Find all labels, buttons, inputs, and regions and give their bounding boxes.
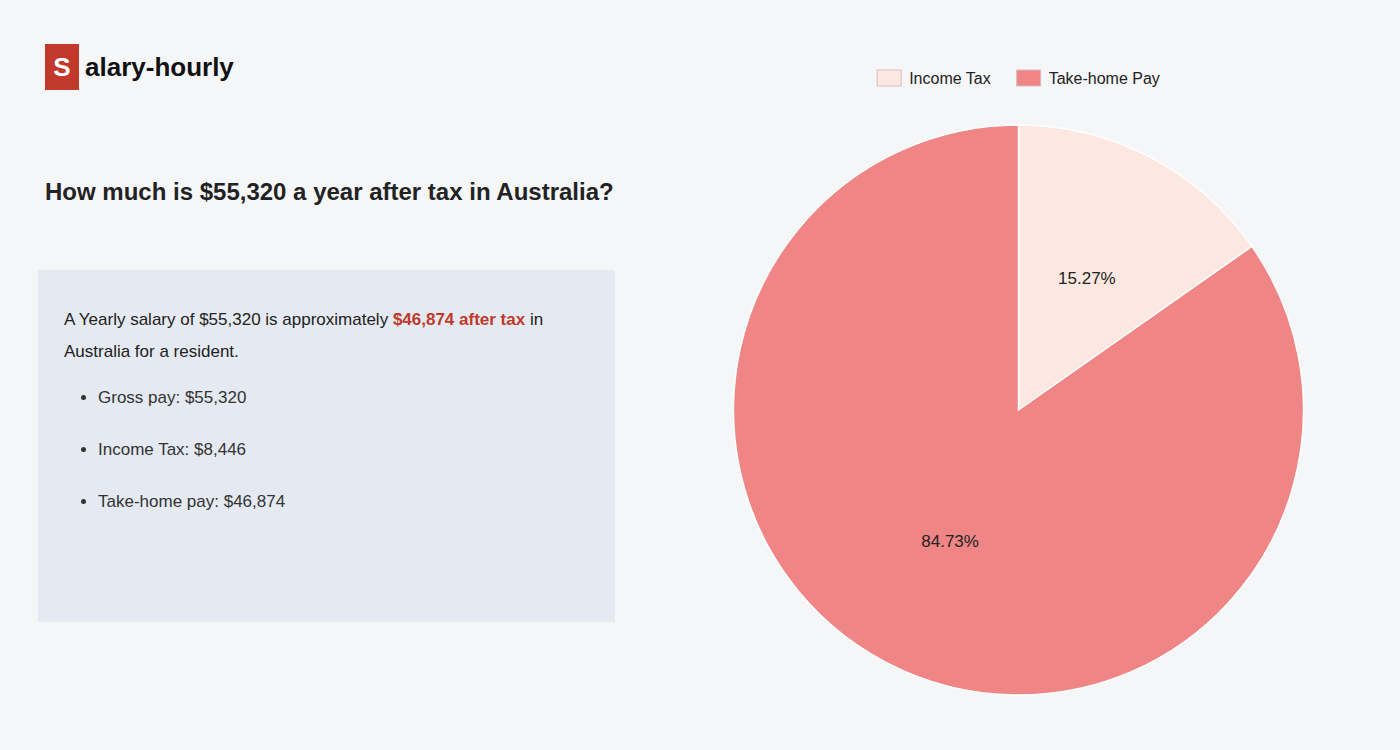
title: How much is $55,320 a year after tax in … <box>45 175 615 210</box>
summary-text: A Yearly salary of $55,320 is approximat… <box>64 310 393 329</box>
data-label: 84.73% <box>921 532 979 551</box>
info-box: A Yearly salary of $55,320 is approximat… <box>38 270 615 622</box>
logo-mark: S <box>45 44 79 90</box>
bullet-item: Gross pay: $55,320 <box>98 387 589 409</box>
bullet-text: Take-home pay: $46,874 <box>98 492 285 511</box>
logo: Salary-hourly <box>45 44 234 90</box>
data-label: 15.27% <box>1058 269 1116 288</box>
bullet-item: Take-home pay: $46,874 <box>98 491 589 513</box>
summary-text: Australia for a resident. <box>64 342 239 361</box>
legend-label: Income Tax <box>909 70 991 87</box>
bullet-text: Income Tax: $8,446 <box>98 440 246 459</box>
logo-text: alary-hourly <box>85 52 234 83</box>
legend-item: Income Tax <box>877 70 991 87</box>
bullet-text: Gross pay: $55,320 <box>98 388 246 407</box>
bullet-item: Income Tax: $8,446 <box>98 439 589 461</box>
summary-text: in <box>525 310 543 329</box>
legend-label: Take-home Pay <box>1049 70 1160 87</box>
chart: 15.27% 84.73% Income Tax Take-home Pay <box>637 0 1400 750</box>
legend: Income Tax Take-home Pay <box>877 70 1160 87</box>
summary: A Yearly salary of $55,320 is approximat… <box>64 304 589 369</box>
pie-slice <box>734 125 1304 695</box>
legend-swatch <box>1017 70 1041 86</box>
legend-item: Take-home Pay <box>1017 70 1160 87</box>
pie <box>734 125 1304 695</box>
text-panel: Salary-hourly How much is $55,320 a year … <box>0 0 637 750</box>
bullet-list: Gross pay: $55,320 Income Tax: $8,446 Take… <box>64 387 589 513</box>
legend-swatch <box>877 70 901 86</box>
summary-highlight: $46,874 after tax <box>393 310 525 329</box>
